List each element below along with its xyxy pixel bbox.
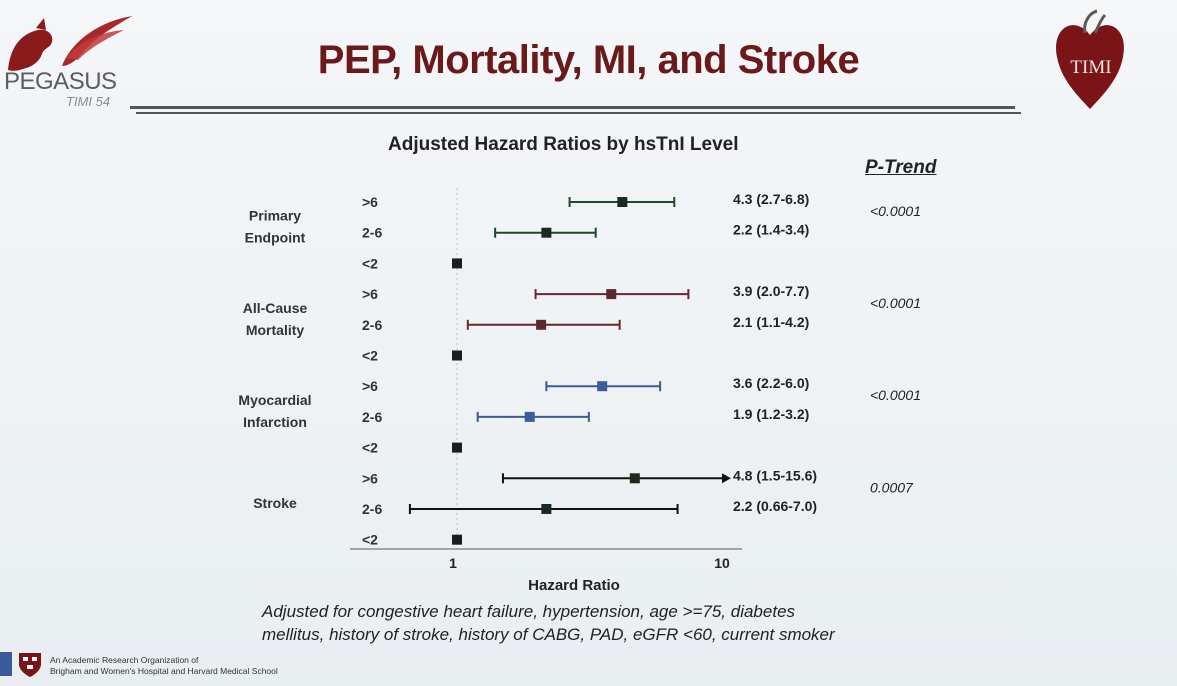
footnote-line-1: Adjusted for congestive heart failure, h… [262,602,796,621]
hazard-ratio-value: 3.9 (2.0-7.7) [733,283,809,299]
x-tick-label: 1 [449,555,457,571]
pegasus-logo [0,8,135,123]
hstni-level-label: <2 [362,348,378,364]
point-estimate-marker [541,227,552,238]
footnote: Adjusted for congestive heart failure, h… [262,600,982,646]
hstni-level-label: <2 [362,532,378,548]
point-estimate-marker [452,258,462,269]
hstni-level-label: >6 [362,470,378,486]
outcome-label: Myocardial [238,392,311,408]
footer-org-line-2: Brigham and Women's Hospital and Harvard… [50,666,278,676]
logo-sub: TIMI 54 [66,94,111,109]
point-estimate-marker [524,411,535,422]
pegasus-horse-icon [8,16,132,71]
point-estimate-marker [597,381,608,392]
chart-title: Adjusted Hazard Ratios by hsTnI Level [388,134,739,155]
point-estimate-marker [536,319,547,330]
point-estimate-marker [452,442,462,453]
hazard-ratio-value: 2.2 (1.4-3.4) [733,222,809,238]
hazard-ratio-value: 3.6 (2.2-6.0) [733,375,809,391]
outcome-label: Infarction [243,414,307,430]
hstni-level-label: <2 [362,255,378,271]
footer-org-line-1: An Academic Research Organization of [50,655,199,665]
point-estimate-marker [606,289,617,300]
outcome-label: All-Cause [243,300,308,316]
hstni-level-label: >6 [362,286,378,302]
p-trend-header: P-Trend [865,157,937,178]
ci-arrow-icon [722,473,731,484]
point-estimate-marker [452,534,462,545]
footer-org: An Academic Research Organization of Bri… [50,655,278,677]
hstni-level-label: 2-6 [362,317,382,333]
logo-name: PEGASUS [4,68,117,95]
hstni-level-label: 2-6 [362,225,382,241]
x-tick-label: 10 [714,555,730,571]
p-trend-value: <0.0001 [870,387,921,403]
timi-logo-text: TIMI [1070,57,1112,78]
hstni-level-label: 2-6 [362,409,382,425]
partner-logo-icon [0,652,12,676]
footnote-line-2: mellitus, history of stroke, history of … [262,625,835,644]
x-axis-label: Hazard Ratio [528,577,620,594]
point-estimate-marker [541,504,552,514]
hazard-ratio-value: 2.2 (0.66-7.0) [733,498,817,514]
outcome-label: Endpoint [245,230,306,246]
harvard-shield-icon [19,653,41,677]
outcome-label: Primary [249,208,301,224]
timi-heart-icon [1056,9,1124,110]
hazard-ratio-value: 4.8 (1.5-15.6) [733,467,817,483]
hstni-level-label: 2-6 [362,501,382,517]
point-estimate-marker [629,473,640,484]
title-rule-bottom [136,112,1021,114]
outcome-label: Stroke [253,495,297,511]
outcome-label: Mortality [246,322,305,338]
p-trend-value: 0.0007 [870,479,914,495]
hazard-ratio-value: 4.3 (2.7-6.8) [733,191,809,207]
point-estimate-marker [452,350,462,361]
hazard-ratio-value: 1.9 (1.2-3.2) [733,406,809,422]
hazard-ratio-value: 2.1 (1.1-4.2) [733,314,809,330]
p-trend-value: <0.0001 [870,295,921,311]
hstni-level-label: >6 [362,378,378,394]
point-estimate-marker [617,197,628,207]
page-title: PEP, Mortality, MI, and Stroke [317,38,860,82]
title-rule-top [130,106,1015,109]
p-trend-value: <0.0001 [870,203,921,219]
hstni-level-label: <2 [362,440,378,456]
hstni-level-label: >6 [362,194,378,210]
